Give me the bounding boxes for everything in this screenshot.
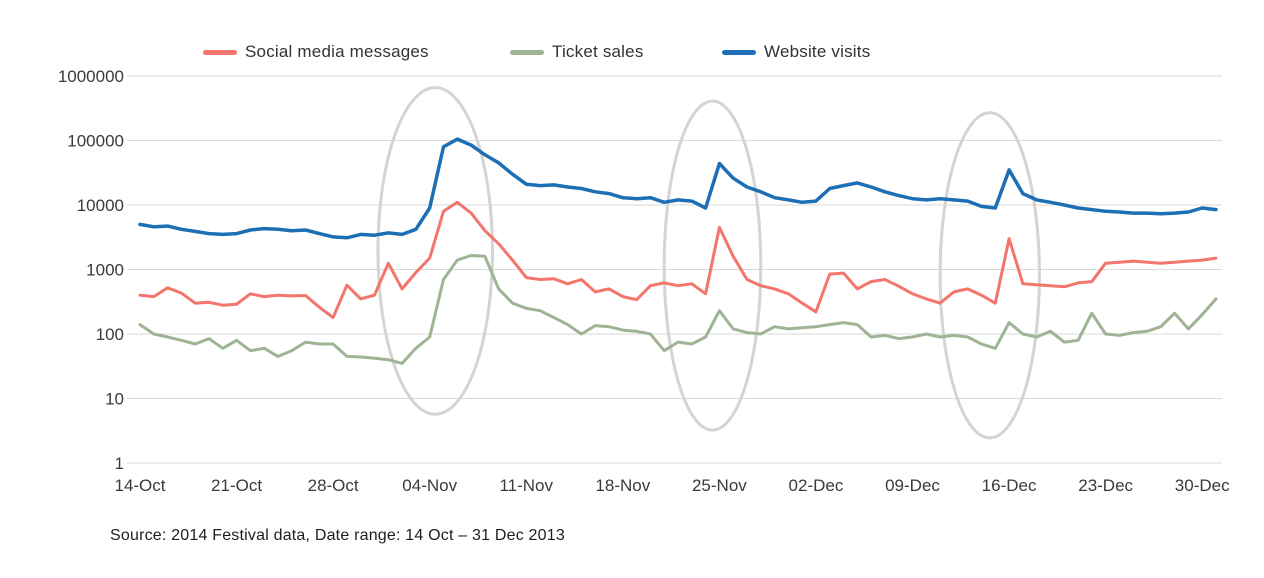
svg-text:09-Dec: 09-Dec: [885, 476, 940, 495]
legend-item-ticket-sales: Ticket sales: [510, 42, 644, 62]
svg-text:23-Dec: 23-Dec: [1078, 476, 1133, 495]
svg-text:21-Oct: 21-Oct: [211, 476, 262, 495]
legend-label-social-media: Social media messages: [245, 42, 429, 61]
svg-text:14-Oct: 14-Oct: [114, 476, 165, 495]
svg-text:18-Nov: 18-Nov: [595, 476, 650, 495]
svg-text:30-Dec: 30-Dec: [1175, 476, 1230, 495]
svg-text:28-Oct: 28-Oct: [308, 476, 359, 495]
social-media-swatch-icon: [203, 49, 237, 55]
svg-text:1000000: 1000000: [58, 67, 124, 86]
svg-text:25-Nov: 25-Nov: [692, 476, 747, 495]
source-note: Source: 2014 Festival data, Date range: …: [110, 527, 565, 544]
legend-item-website-visits: Website visits: [722, 42, 870, 62]
svg-text:100: 100: [96, 325, 124, 344]
legend-label-ticket-sales: Ticket sales: [552, 42, 644, 61]
svg-text:16-Dec: 16-Dec: [982, 476, 1037, 495]
svg-text:1000: 1000: [86, 261, 124, 280]
legend-label-website-visits: Website visits: [764, 42, 871, 61]
svg-text:10: 10: [105, 390, 124, 409]
legend-item-social-media-messages: Social media messages: [203, 42, 429, 62]
website-visits-swatch-icon: [722, 49, 756, 55]
ticket-sales-swatch-icon: [510, 49, 544, 55]
svg-text:1: 1: [115, 454, 124, 473]
svg-text:11-Nov: 11-Nov: [499, 476, 553, 495]
svg-text:02-Dec: 02-Dec: [789, 476, 844, 495]
svg-text:04-Nov: 04-Nov: [402, 476, 457, 495]
svg-text:100000: 100000: [67, 132, 124, 151]
svg-text:10000: 10000: [77, 196, 124, 215]
